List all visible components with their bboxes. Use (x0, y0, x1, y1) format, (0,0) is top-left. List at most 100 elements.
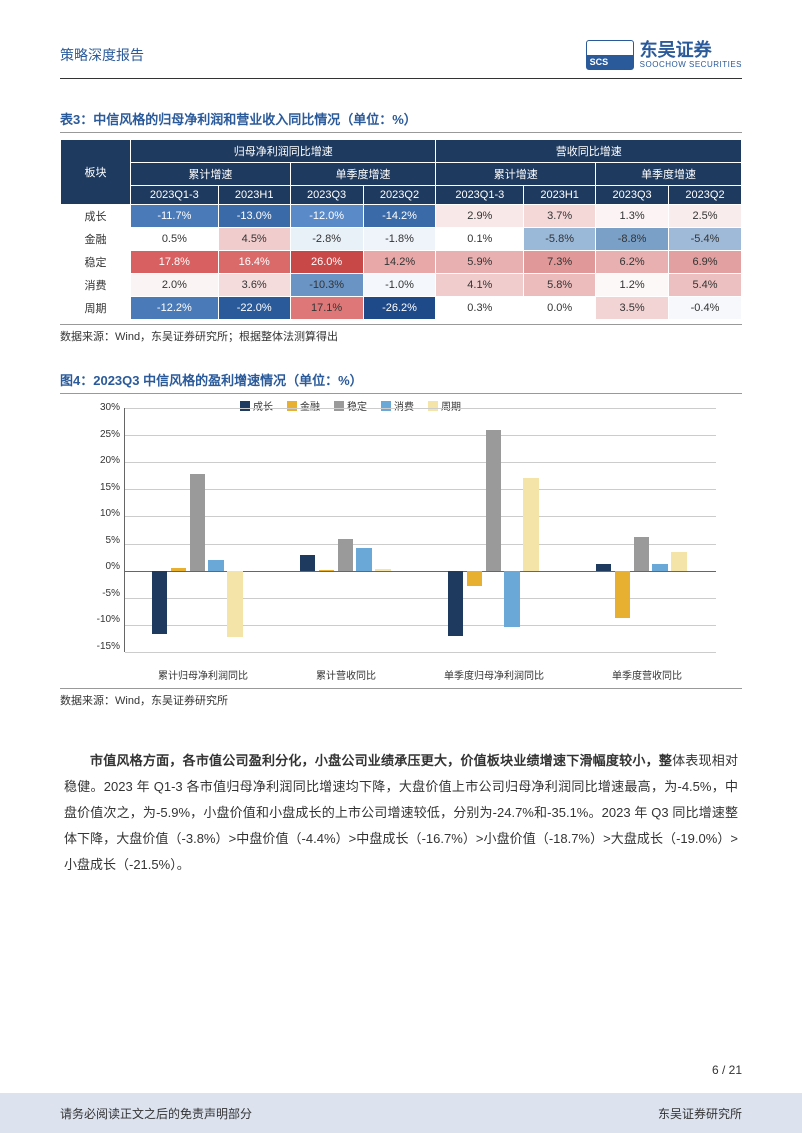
header-title: 策略深度报告 (60, 45, 144, 65)
xtick-label: 累计归母净利润同比 (158, 667, 248, 682)
table-cell: -5.4% (669, 228, 742, 251)
sub-a1: 累计增速 (131, 163, 291, 186)
bar (338, 539, 353, 571)
ytick-label: -10% (80, 614, 120, 625)
bold-lead: 市值风格方面，各市值公司盈利分化，小盘公司业绩承压更大，价值板块业绩增速下滑幅度… (90, 753, 672, 768)
ytick-label: 5% (80, 535, 120, 546)
table-cell: 6.2% (596, 251, 669, 274)
table-cell: 1.3% (596, 205, 669, 228)
bar (486, 430, 501, 571)
table-cell: -12.2% (131, 297, 219, 320)
table-cell: -13.0% (218, 205, 290, 228)
xtick-label: 单季度营收同比 (612, 667, 682, 682)
bar (467, 571, 482, 586)
table-row: 金融0.5%4.5%-2.8%-1.8%0.1%-5.8%-8.8%-5.4% (61, 228, 742, 251)
bar (523, 478, 538, 571)
group-a: 归母净利润同比增速 (131, 140, 436, 163)
page-header: 策略深度报告 东吴证券 SOOCHOW SECURITIES (60, 40, 742, 79)
page-number: 6 / 21 (712, 1063, 742, 1077)
ytick-label: -15% (80, 641, 120, 652)
gridline (125, 652, 716, 653)
table-cell: 2.0% (131, 274, 219, 297)
table-cell: -1.0% (363, 274, 436, 297)
table-cell: 5.4% (669, 274, 742, 297)
table-cell: 0.1% (436, 228, 524, 251)
table3-col-header: 2023Q2 (363, 186, 436, 205)
table-cell: 14.2% (363, 251, 436, 274)
ytick-label: 15% (80, 482, 120, 493)
row-label: 成长 (61, 205, 131, 228)
chart4-caption: 图4：2023Q3 中信风格的盈利增速情况（单位：%） (60, 370, 742, 394)
bar (171, 568, 186, 571)
chart4-plot (124, 408, 716, 652)
ytick-label: -5% (80, 588, 120, 599)
sub-b1: 累计增速 (436, 163, 596, 186)
ytick-label: 20% (80, 455, 120, 466)
sub-b2: 单季度增速 (596, 163, 742, 186)
row-label: 金融 (61, 228, 131, 251)
bar (152, 571, 167, 634)
bar (190, 474, 205, 571)
table-row: 成长-11.7%-13.0%-12.0%-14.2%2.9%3.7%1.3%2.… (61, 205, 742, 228)
xtick-label: 累计营收同比 (316, 667, 376, 682)
bar (596, 564, 611, 571)
table-cell: 0.3% (436, 297, 524, 320)
ytick-label: 0% (80, 561, 120, 572)
logo-badge-icon (586, 40, 634, 70)
table-row: 消费2.0%3.6%-10.3%-1.0%4.1%5.8%1.2%5.4% (61, 274, 742, 297)
bar (208, 560, 223, 571)
table-cell: 5.8% (524, 274, 596, 297)
table-cell: 3.5% (596, 297, 669, 320)
table-cell: 0.5% (131, 228, 219, 251)
table-row: 周期-12.2%-22.0%17.1%-26.2%0.3%0.0%3.5%-0.… (61, 297, 742, 320)
bar (615, 571, 630, 619)
xtick-label: 单季度归母净利润同比 (444, 667, 544, 682)
table-cell: 2.5% (669, 205, 742, 228)
table-cell: -2.8% (290, 228, 363, 251)
chart4-source: 数据来源：Wind，东吴证券研究所 (60, 688, 742, 708)
table3: 板块 归母净利润同比增速 营收同比增速 累计增速 单季度增速 累计增速 单季度增… (60, 139, 742, 320)
bar (671, 552, 686, 571)
bar (504, 571, 519, 627)
table-cell: -0.4% (669, 297, 742, 320)
table3-col-header: 2023Q3 (596, 186, 669, 205)
bar (300, 555, 315, 571)
table3-col-header: 2023Q1-3 (436, 186, 524, 205)
footer-right: 东吴证券研究所 (658, 1105, 742, 1122)
table-cell: -26.2% (363, 297, 436, 320)
footer-left: 请务必阅读正文之后的免责声明部分 (60, 1105, 252, 1122)
table-cell: 17.8% (131, 251, 219, 274)
table-row: 稳定17.8%16.4%26.0%14.2%5.9%7.3%6.2%6.9% (61, 251, 742, 274)
row-label: 稳定 (61, 251, 131, 274)
table-cell: 4.1% (436, 274, 524, 297)
table-cell: 5.9% (436, 251, 524, 274)
table-cell: -14.2% (363, 205, 436, 228)
bar-group (596, 408, 691, 652)
table3-col-header: 2023H1 (218, 186, 290, 205)
ytick-label: 30% (80, 402, 120, 413)
table-cell: 0.0% (524, 297, 596, 320)
chart4-xaxis: 累计归母净利润同比 累计营收同比 单季度归母净利润同比 单季度营收同比 (124, 667, 716, 682)
table3-col-header: 2023H1 (524, 186, 596, 205)
row-label: 周期 (61, 297, 131, 320)
table-cell: -8.8% (596, 228, 669, 251)
table-cell: 3.6% (218, 274, 290, 297)
table-cell: 26.0% (290, 251, 363, 274)
ytick-label: 25% (80, 429, 120, 440)
bar (448, 571, 463, 636)
bar (319, 570, 334, 571)
bar (634, 537, 649, 571)
bar-group (448, 408, 543, 652)
table-cell: -12.0% (290, 205, 363, 228)
chart4-yaxis: 30% 25% 20% 15% 10% 5% 0% -5% -10% -15% (80, 402, 120, 652)
ytick-label: 10% (80, 508, 120, 519)
logo-en: SOOCHOW SECURITIES (640, 61, 742, 70)
table-cell: -1.8% (363, 228, 436, 251)
table3-col-header: 2023Q3 (290, 186, 363, 205)
row-label: 消费 (61, 274, 131, 297)
table-cell: 1.2% (596, 274, 669, 297)
table-cell: 4.5% (218, 228, 290, 251)
table-cell: -22.0% (218, 297, 290, 320)
table-cell: 7.3% (524, 251, 596, 274)
col-label: 板块 (61, 140, 131, 205)
